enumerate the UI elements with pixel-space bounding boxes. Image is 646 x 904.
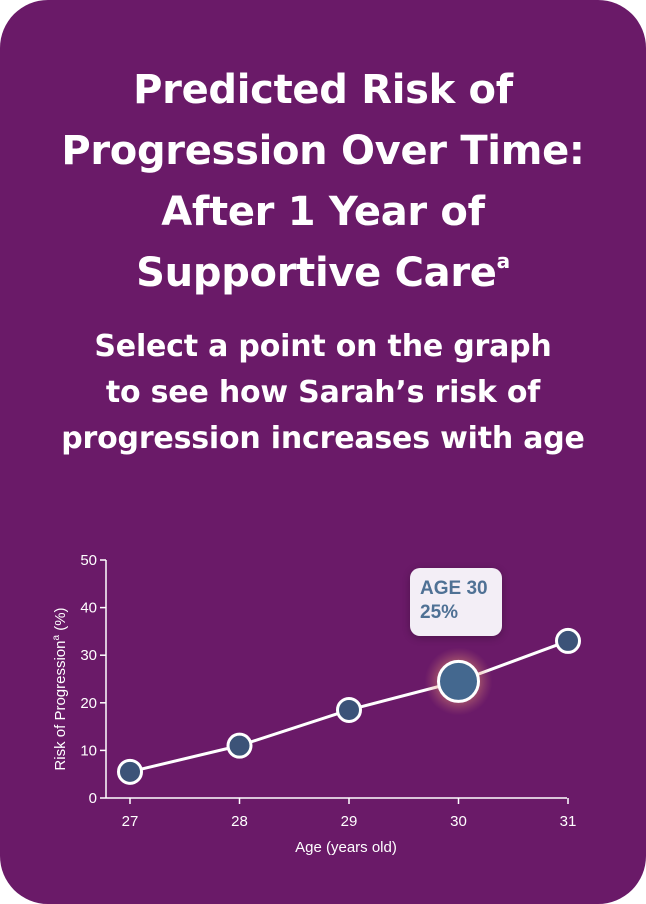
data-point[interactable] — [226, 732, 253, 759]
tooltip-age: AGE 30 — [420, 578, 488, 599]
selected-point-tooltip: AGE 30 25% — [410, 568, 502, 636]
x-axis-title: Age (years old) — [295, 839, 397, 856]
title-line-2: Progression Over Time: — [61, 128, 585, 174]
instructions-line-1: Select a point on the graph — [94, 329, 552, 364]
y-axis-title: Risk of Progressiona (%) — [51, 607, 69, 770]
x-tick-label: 28 — [231, 813, 248, 830]
x-ticks: 27 28 29 30 31 — [122, 798, 577, 830]
title-line-1: Predicted Risk of — [133, 67, 513, 113]
data-point[interactable] — [336, 696, 362, 723]
data-point[interactable] — [117, 758, 143, 785]
y-ticks: 0 10 20 30 40 50 — [80, 552, 106, 807]
title-line-3: After 1 Year of — [161, 189, 485, 235]
data-points — [117, 627, 581, 785]
title-line-4: Supportive Carea — [0, 243, 646, 304]
x-tick-label: 29 — [341, 813, 358, 830]
y-tick-label: 30 — [80, 647, 97, 664]
y-tick-label: 40 — [80, 600, 97, 617]
x-tick-label: 27 — [122, 813, 139, 830]
y-tick-label: 50 — [80, 552, 97, 569]
y-tick-label: 0 — [89, 790, 97, 807]
instructions-line-2: to see how Sarah’s risk of — [105, 375, 541, 410]
instructions-text: Select a point on the graph to see how S… — [0, 324, 646, 462]
title-line-4-text: Supportive Care — [136, 250, 497, 296]
x-tick-label: 31 — [560, 813, 577, 830]
risk-line-chart: 0 10 20 30 40 50 27 28 29 30 31 Risk of Progressi… — [51, 552, 581, 856]
y-tick-label: 10 — [80, 742, 97, 759]
y-tick-label: 20 — [80, 695, 97, 712]
page-title: Predicted Risk of Progression Over Time:… — [0, 60, 646, 304]
title-footnote-marker: a — [496, 249, 511, 273]
tooltip-risk: 25% — [420, 602, 459, 623]
data-point-selected[interactable] — [437, 659, 480, 703]
x-tick-label: 30 — [450, 813, 467, 830]
instructions-line-3: progression increases with age — [61, 421, 585, 456]
data-point[interactable] — [555, 627, 581, 654]
